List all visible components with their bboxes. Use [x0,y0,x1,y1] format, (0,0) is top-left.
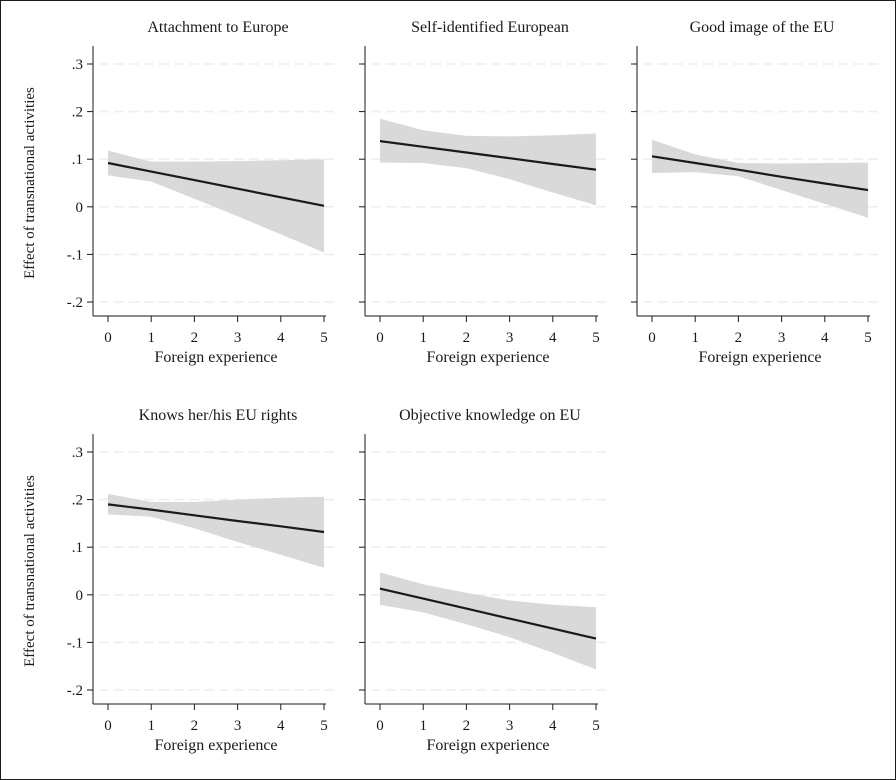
x-axis-title: Foreign experience [698,349,821,366]
panel-5: Objective knowledge on EU 0 1 2 3 4 5 Foreign e… [359,407,606,754]
y-axis-title: Effect of transnational activities [22,475,38,667]
y-tick-label: .2 [72,105,83,121]
x-tick-label: 1 [147,718,155,734]
x-axis-title: Foreign experience [426,349,549,366]
y-tick-label: .3 [72,57,83,73]
panel-title: Self-identified European [411,19,569,36]
x-tick-label: 2 [191,718,199,734]
panel-1: Attachment to Europe 0 1 2 3 4 5 Foreign experi… [22,19,334,366]
y-tick-label: -.2 [67,295,83,311]
x-axis-title: Foreign experience [154,737,277,754]
x-tick-label: 5 [320,718,328,734]
panel-title: Attachment to Europe [147,19,288,36]
y-tick-label: -.1 [67,635,83,651]
x-axis-title: Foreign experience [426,737,549,754]
confidence-band [108,150,324,253]
x-axis-title: Foreign experience [154,349,277,366]
confidence-band [380,572,596,670]
x-tick-label: 4 [821,330,829,346]
panels: Attachment to Europe 0 1 2 3 4 5 Foreign experi… [22,19,878,754]
x-tick-label: 0 [104,718,112,734]
x-tick-label: 4 [277,330,285,346]
x-tick-label: 0 [648,330,656,346]
x-tick-label: 0 [376,330,384,346]
y-tick-label: -.2 [67,683,83,699]
panel-title: Objective knowledge on EU [399,407,581,424]
estimate-line [651,155,869,192]
confidence-band [108,493,324,568]
x-tick-label: 4 [549,718,557,734]
x-tick-label: 3 [234,330,242,346]
panel-3: Good image of the EU 0 1 2 3 4 5 Foreign experi… [631,19,878,366]
y-tick-label: .1 [72,152,83,168]
x-tick-label: 5 [864,330,872,346]
x-tick-label: 2 [735,330,743,346]
confidence-band [380,118,596,206]
x-tick-label: 0 [376,718,384,734]
x-tick-label: 2 [463,330,471,346]
y-tick-label: 0 [76,200,84,216]
x-tick-label: 1 [419,330,427,346]
panel-2: Self-identified European 0 1 2 3 4 5 Foreign ex… [359,19,606,366]
estimate-line [379,587,597,640]
estimate-line [107,161,325,207]
confidence-band [652,139,868,218]
x-tick-label: 2 [463,718,471,734]
x-tick-label: 3 [506,718,514,734]
x-tick-label: 3 [506,330,514,346]
panel-4: Knows her/his EU rights 0 1 2 3 4 5 Foreign exp… [22,407,334,754]
y-tick-label: .3 [72,445,83,461]
x-tick-label: 4 [549,330,557,346]
y-axis-title: Effect of transnational activities [22,87,38,279]
y-tick-label: 0 [76,588,84,604]
x-tick-label: 1 [147,330,155,346]
panel-title: Good image of the EU [690,19,835,36]
x-tick-label: 4 [277,718,285,734]
y-tick-label: .1 [72,540,83,556]
estimate-line [379,140,597,171]
x-tick-label: 0 [104,330,112,346]
estimate-line [107,503,325,534]
y-tick-label: .2 [72,493,83,509]
panel-title: Knows her/his EU rights [139,407,298,424]
x-tick-label: 1 [419,718,427,734]
x-tick-label: 5 [592,330,600,346]
x-tick-label: 3 [234,718,242,734]
y-tick-label: -.1 [67,247,83,263]
x-tick-label: 3 [778,330,786,346]
x-tick-label: 5 [320,330,328,346]
x-tick-label: 1 [691,330,699,346]
x-tick-label: 2 [191,330,199,346]
x-tick-label: 5 [592,718,600,734]
